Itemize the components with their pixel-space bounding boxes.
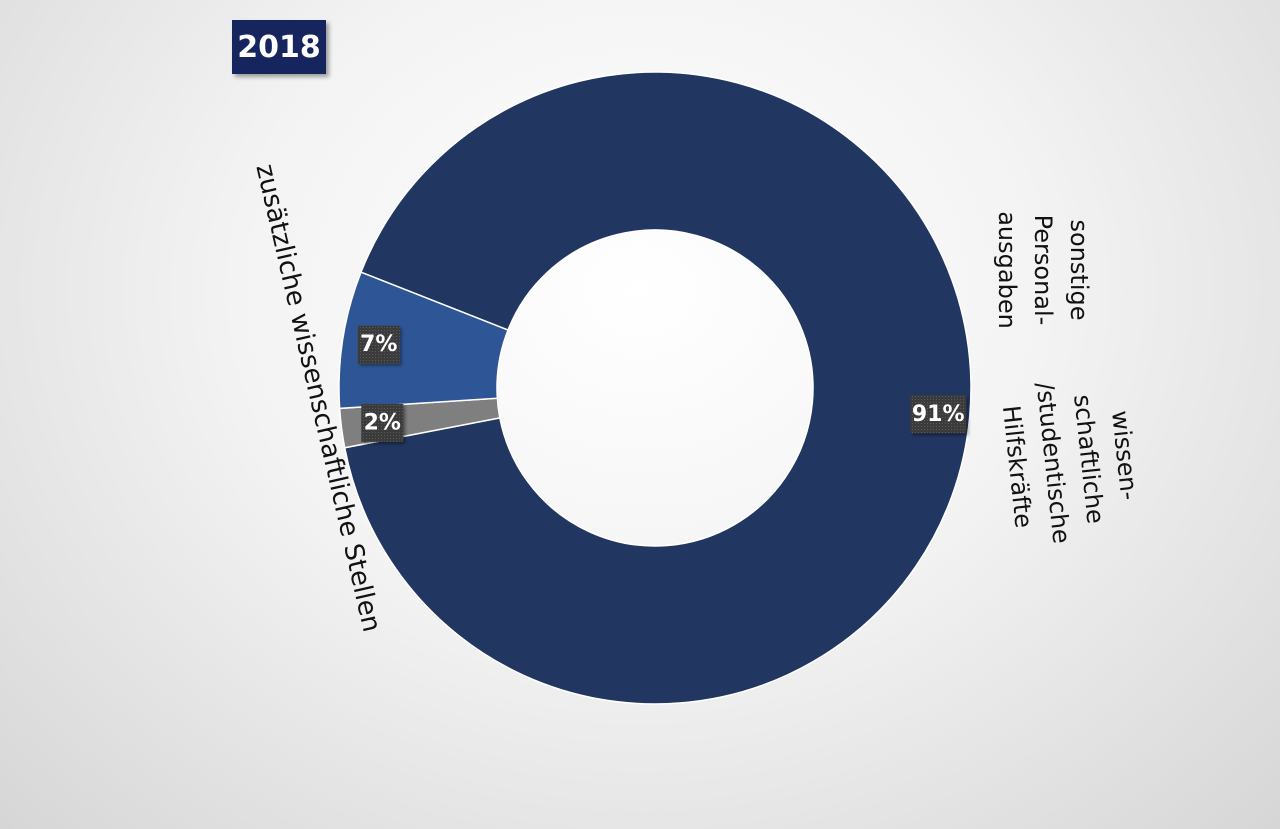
slice-hilfskraefte xyxy=(338,271,509,410)
year-badge: 2018 xyxy=(232,20,326,74)
category-label-hilfskraefte: wissen-schaftliche/studentischeHilfskräf… xyxy=(995,373,1147,549)
svg-text:sonstigePersonal-ausgaben: sonstigePersonal-ausgaben xyxy=(993,211,1093,329)
value-label-sonstige-personalausgaben: 2% xyxy=(361,403,404,442)
svg-text:wissen-schaftliche/studentisch: wissen-schaftliche/studentischeHilfskräf… xyxy=(995,373,1147,549)
value-label-zusaetzliche-stellen: 91% xyxy=(910,395,967,434)
svg-text:7%: 7% xyxy=(360,332,397,357)
svg-text:2%: 2% xyxy=(364,410,401,435)
category-label-sonstige-personalausgaben: sonstigePersonal-ausgaben xyxy=(993,211,1093,329)
slice-zusaetzliche-stellen xyxy=(343,71,972,705)
value-label-hilfskraefte: 7% xyxy=(357,325,400,364)
svg-text:91%: 91% xyxy=(912,402,965,427)
